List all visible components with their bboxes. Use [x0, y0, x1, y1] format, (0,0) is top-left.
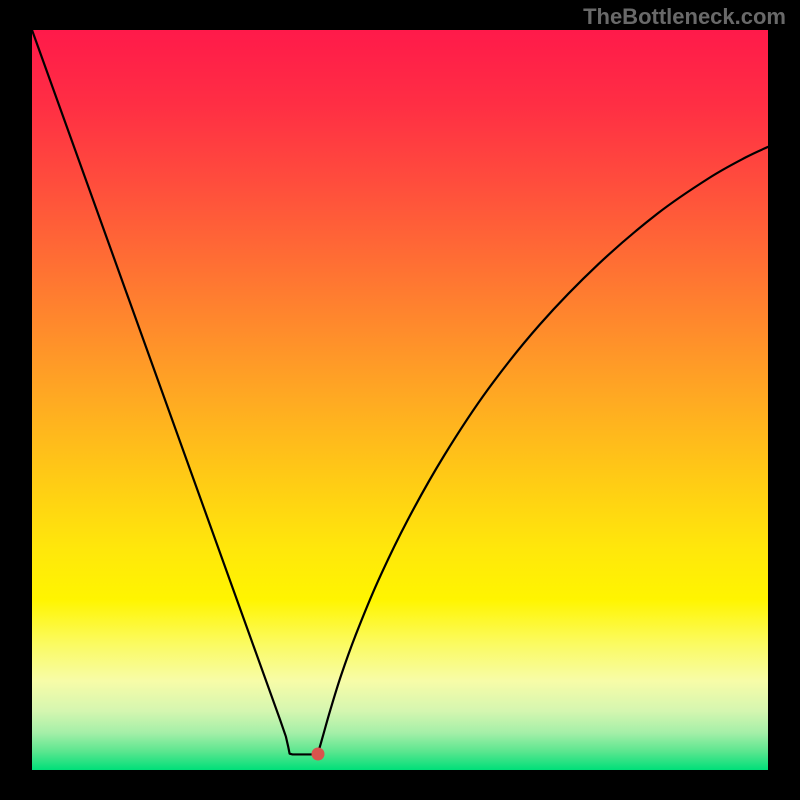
optimal-point-marker: [312, 748, 325, 761]
watermark-text: TheBottleneck.com: [583, 4, 786, 30]
chart-plot-area: [32, 30, 768, 770]
bottleneck-curve: [32, 30, 768, 770]
